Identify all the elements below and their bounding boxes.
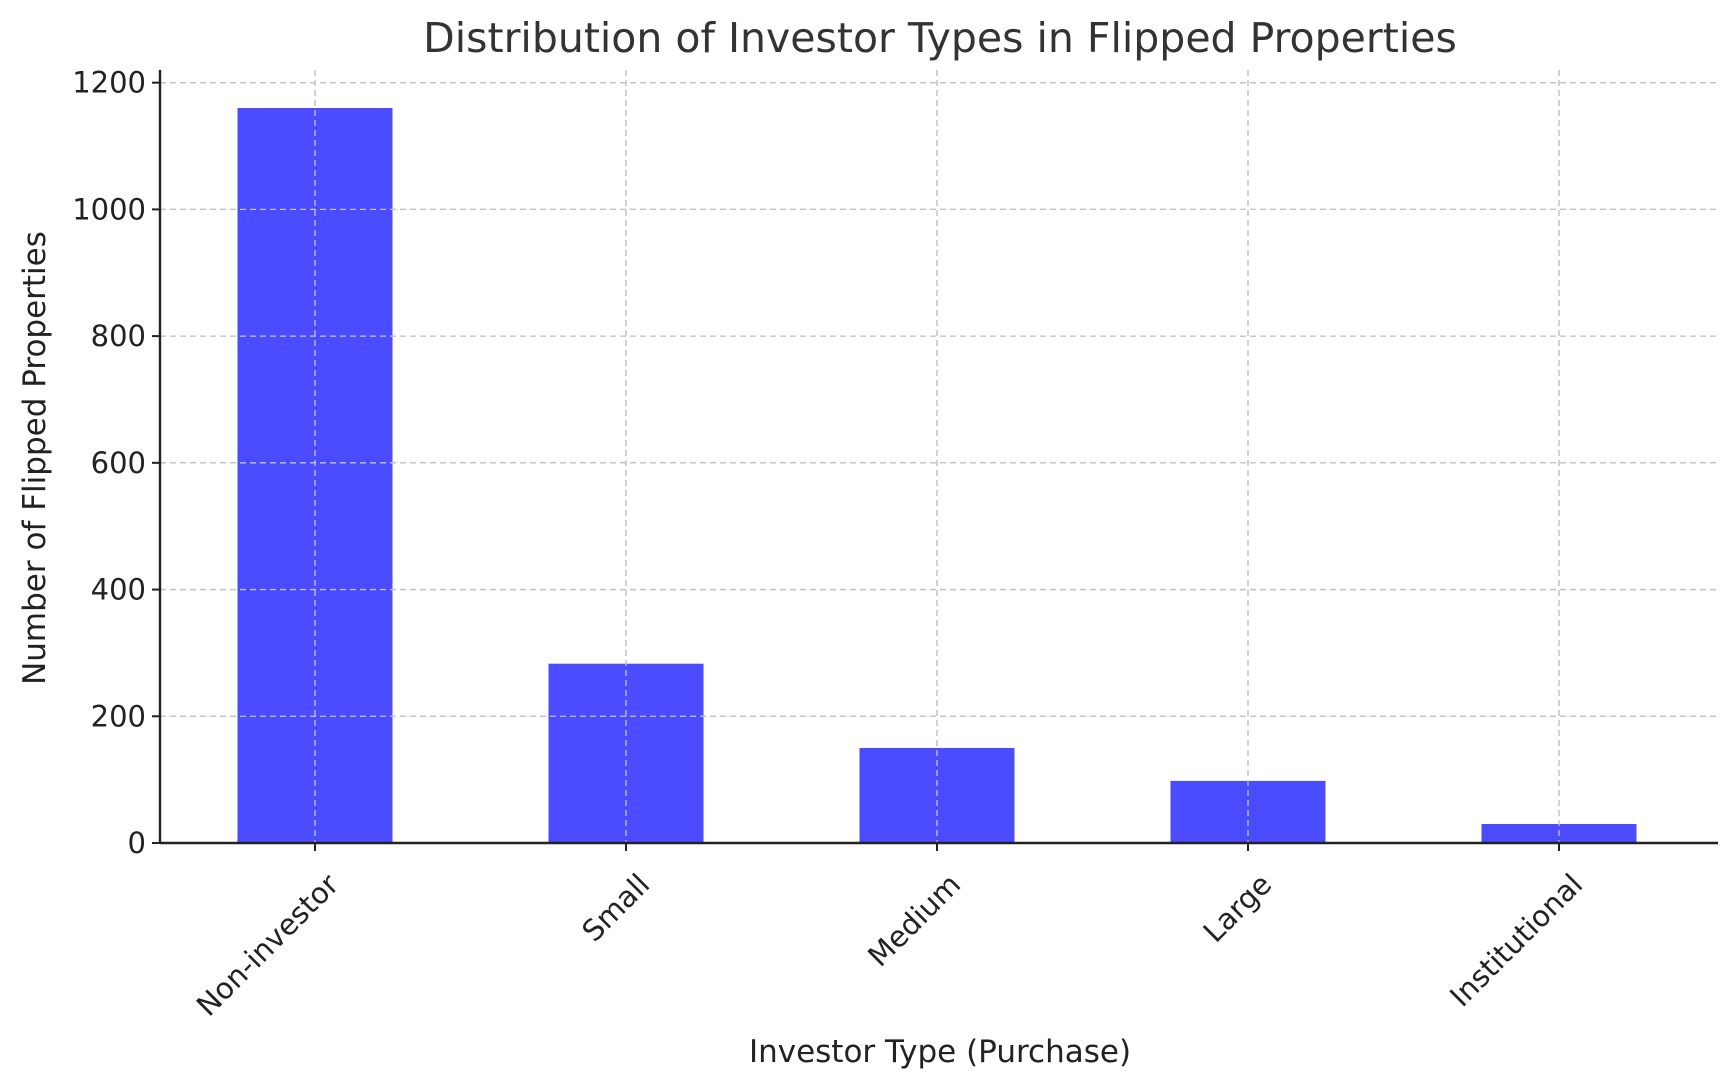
y-tick-label-6: 1200 <box>72 66 146 100</box>
y-tick-label-5: 1000 <box>72 192 146 226</box>
x-axis-label: Investor Type (Purchase) <box>749 1034 1131 1070</box>
chart-title: Distribution of Investor Types in Flippe… <box>423 14 1457 62</box>
grid-layer <box>160 70 1718 843</box>
y-tick-label-0: 0 <box>128 826 146 860</box>
x-tick-label-1: Small <box>575 867 656 948</box>
axes-layer <box>158 70 1718 845</box>
y-ticks: 0 200 400 600 800 1000 1200 <box>72 66 160 860</box>
x-tick-label-0: Non-investor <box>190 867 346 1023</box>
y-tick-label-3: 600 <box>91 446 146 480</box>
x-tick-label-4: Institutional <box>1443 867 1589 1013</box>
y-tick-label-1: 200 <box>91 699 146 733</box>
y-axis-label: Number of Flipped Properties <box>17 231 53 685</box>
bars-layer <box>160 70 1718 843</box>
x-ticks: Non-investor Small Medium Large Institutiona… <box>190 843 1589 1023</box>
x-tick-label-2: Medium <box>861 867 967 973</box>
y-tick-label-4: 800 <box>91 319 146 353</box>
x-tick-label-3: Large <box>1196 867 1278 949</box>
y-tick-label-2: 400 <box>91 573 146 607</box>
